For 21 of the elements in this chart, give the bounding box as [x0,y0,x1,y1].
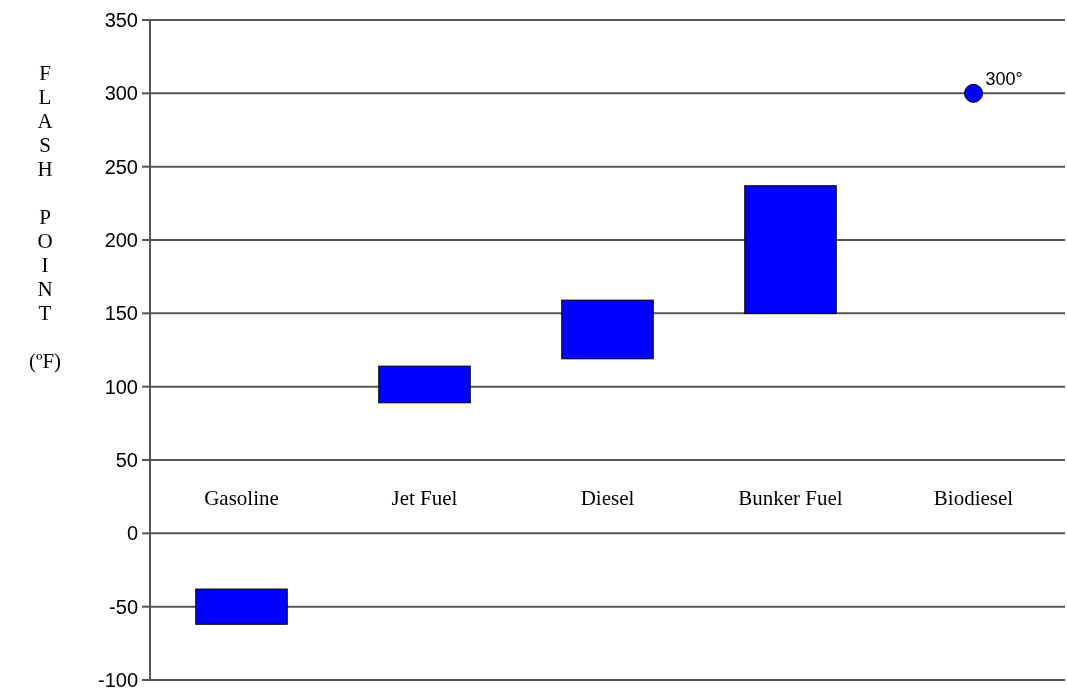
y-tick-label: 150 [104,302,138,325]
y-tick-label: -50 [109,595,138,618]
x-tick-label: Jet Fuel [391,486,458,511]
bar [561,299,654,360]
y-tick-label: 0 [126,522,138,545]
bar [378,365,471,404]
y-tick-label: -100 [97,669,138,691]
y-tick-label: 350 [104,9,138,31]
text: FLASH POINT (ºF) [28,61,62,373]
y-tick-label: 50 [115,449,138,471]
y-tick-label: 250 [104,155,138,178]
x-tick-label: Biodiesel [933,486,1014,511]
bar [195,588,288,625]
x-tick-label: Bunker Fuel [738,486,843,511]
y-tick-label: 300 [104,82,138,105]
x-tick-label: Gasoline [204,486,279,511]
bar [744,185,837,314]
x-tick-label: Diesel [580,486,635,511]
y-tick-label: 100 [104,375,138,398]
y-tick-label: 200 [104,229,138,251]
data-label: 300° [985,69,1023,90]
